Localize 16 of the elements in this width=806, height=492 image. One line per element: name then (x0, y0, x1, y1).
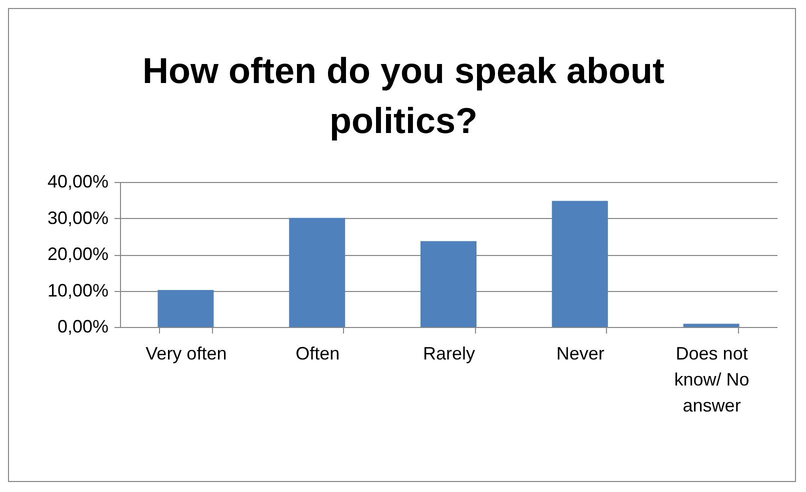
y-tick-label: 30,00% (47, 208, 108, 228)
bar (289, 218, 346, 327)
x-tick-label: Very often (146, 344, 227, 364)
x-tick-label: Does not know/ No answer (674, 344, 750, 416)
bar (420, 241, 476, 327)
y-tick-label: 0,00% (57, 316, 108, 336)
bar (683, 324, 740, 327)
x-tick-label: Rarely (422, 344, 476, 364)
y-tick-label: 20,00% (47, 244, 108, 264)
y-tick-label: 10,00% (47, 280, 108, 300)
bar (158, 290, 214, 327)
x-tick-label: Never (556, 344, 604, 364)
x-tick-label: Often (296, 344, 340, 364)
y-tick-label: 40,00% (47, 172, 108, 192)
bar (552, 200, 608, 327)
chart-title: How often do you speak about politics? (142, 50, 665, 141)
